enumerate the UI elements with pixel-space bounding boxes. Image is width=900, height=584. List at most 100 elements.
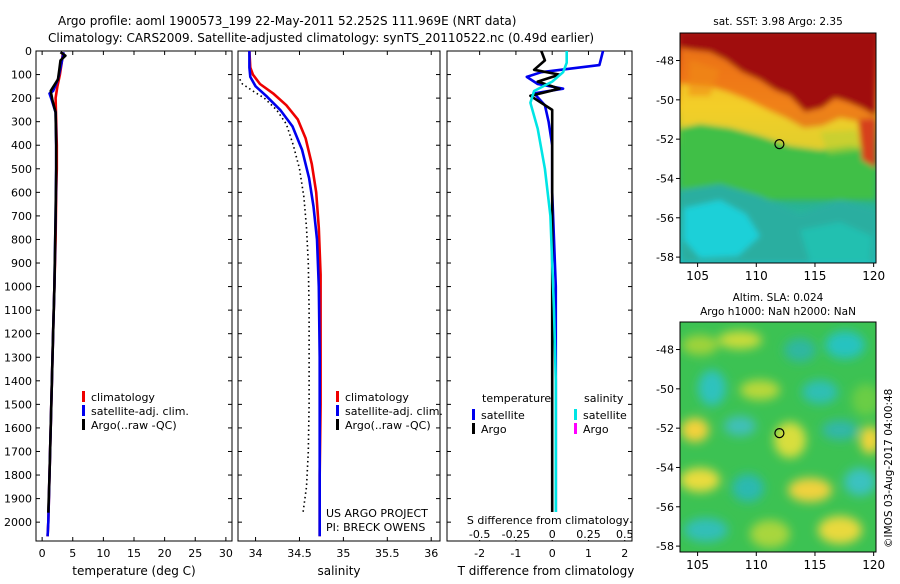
figure-title: Argo profile: aoml 1900573_199 22-May-20… [58,14,516,28]
x-tick-label: 15 [127,547,141,560]
legend-label: satellite-adj. clim. [345,405,443,418]
series-line [529,50,561,513]
depth-tick-label: 1400 [4,375,32,388]
salinity-depth-ticks [238,50,440,523]
series-line [248,51,322,537]
legend-swatch [82,391,85,402]
series-line [529,51,569,537]
x-tick-label: 5 [69,547,76,560]
s-difference-label: S difference from climatology [467,514,630,527]
x-tick-label: 20 [158,547,172,560]
depth-axis: 0 100 200 300 400 500 600 700 800 900 1000 1100 1200… [4,45,232,529]
salinity-xlabel: salinity [317,564,360,578]
depth-tick-label: 300 [11,116,32,129]
difference-series [525,50,605,537]
difference-legend: temperaturesatelliteArgosalinitysatellit… [472,392,627,436]
depth-tick-label: 1100 [4,304,32,317]
imos-watermark: ©IMOS 03-Aug-2017 04:00:48 [883,389,895,548]
depth-tick-label: 400 [11,139,32,152]
x-tick-label: 36 [424,547,438,560]
temperature-x-axis: 0 5 10 15 20 25 30 [39,51,233,560]
temperature-axes-frame [35,50,233,542]
map-lon-label: 115 [804,269,827,283]
project-annotation: US ARGO PROJECT [326,507,428,520]
temperature-series [46,51,67,537]
legend-swatch [336,391,339,402]
depth-tick-label: 1600 [4,422,32,435]
sst-map-title: sat. SST: 3.98 Argo: 2.35 [713,16,843,28]
legend-label: Argo(..raw -QC) [91,419,177,432]
x-tick-label: 30 [219,547,233,560]
depth-tick-label: 1000 [4,281,32,294]
legend-swatch [472,409,475,420]
depth-tick-label: 1200 [4,328,32,341]
map-lon-label: 120 [862,558,885,572]
map-lat-label: -48 [656,344,674,357]
x-tick-label: 34.5 [287,547,312,560]
s-tick-label: -0.5 [469,528,490,541]
map-lon-label: 105 [686,269,709,283]
depth-tick-label: 800 [11,233,32,246]
s-difference-ticks: -0.5 -0.25 0 0.25 0.5 [469,528,634,541]
map-lat-label: -54 [656,461,674,474]
salinity-axes-frame [237,50,441,542]
s-tick-label: 0 [549,528,556,541]
legend-label: satellite [481,409,525,422]
depth-tick-label: 1700 [4,445,32,458]
pi-annotation: PI: BRECK OWENS [326,521,425,534]
legend-label: Argo [481,423,507,436]
sla-map-frame [679,321,877,553]
figure-subtitle: Climatology: CARS2009. Satellite-adjuste… [48,31,594,45]
x-tick-label: 0 [39,547,46,560]
legend-label: Argo [583,423,609,436]
map-lat-label: -52 [656,133,674,146]
legend-group-title: salinity [584,392,624,405]
temperature-xlabel: temperature (deg C) [72,564,195,578]
map-lat-label: -56 [656,212,674,225]
legend-swatch [574,423,577,434]
sla-map-subtitle: Argo h1000: NaN h2000: NaN [700,306,856,318]
sst-map-frame [679,32,877,264]
x-tick-label: 1 [585,547,592,560]
x-tick-label: 35 [336,547,350,560]
difference-axes-frame [446,50,633,542]
depth-tick-label: 1300 [4,351,32,364]
legend-swatch [472,423,475,434]
series-line [47,51,67,513]
map-lon-label: 120 [862,269,885,283]
temperature-panel: 0100200300400500600700800900100011001200… [4,45,233,578]
legend-label: Argo(..raw -QC) [345,419,431,432]
legend-swatch [336,405,339,416]
legend-swatch [336,419,339,430]
legend-label: climatology [91,391,155,404]
x-tick-label: 25 [188,547,202,560]
depth-tick-label: 1900 [4,493,32,506]
salinity-panel: 34 34.5 35 35.5 36 climatologysatellite-adj.… [237,50,443,578]
map-lon-label: 110 [745,269,768,283]
legend-label: climatology [345,391,409,404]
s-tick-label: -0.25 [502,528,530,541]
x-tick-label: 35.5 [375,547,400,560]
depth-tick-label: 0 [25,45,32,58]
depth-tick-label: 600 [11,186,32,199]
s-tick-label: 0.25 [576,528,601,541]
depth-tick-label: 200 [11,92,32,105]
depth-tick-label: 700 [11,210,32,223]
depth-tick-label: 500 [11,163,32,176]
sla-map-axes: 105 110 115 120 -48 -50 -52 -54 -56 -58 [656,344,885,572]
sla-map: Altim. SLA: 0.024 Argo h1000: NaN h2000:… [656,292,885,572]
sst-map: sat. SST: 3.98 Argo: 2.35 105 110 115 1 [656,16,885,283]
map-lat-label: -50 [656,383,674,396]
map-lat-label: -50 [656,94,674,107]
t-difference-xlabel: T difference from climatology [457,564,635,578]
x-tick-label: 2 [621,547,628,560]
s-axis-background [462,512,630,540]
x-tick-label: -1 [510,547,521,560]
map-lon-label: 110 [745,558,768,572]
argo-location-marker [774,139,785,150]
series-line [248,50,322,537]
legend-swatch [82,419,85,430]
depth-tick-label: 1500 [4,398,32,411]
